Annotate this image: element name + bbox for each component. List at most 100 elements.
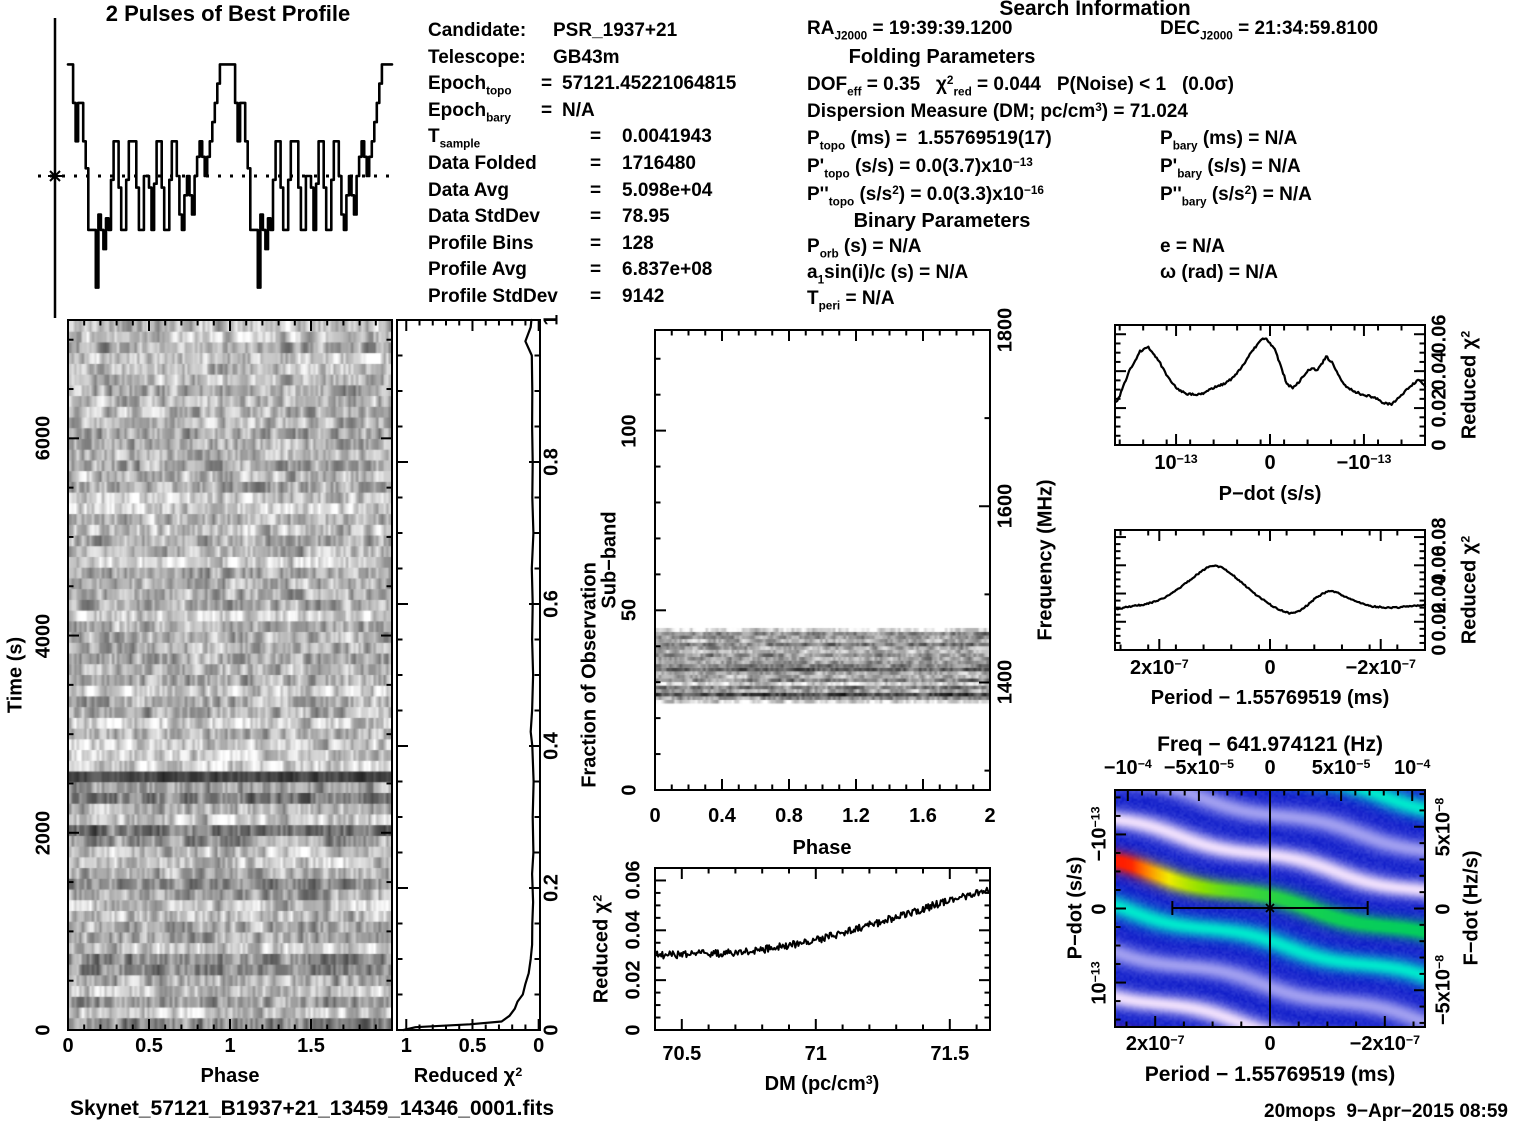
dm-chi2-tick-label: 0.06	[622, 860, 645, 900]
freq-tick-label: −10−4	[1103, 757, 1152, 780]
freq-tick-label: 10−4	[1393, 757, 1431, 780]
subband-phase-tick-label: 2	[984, 805, 996, 827]
fraction-axis-label: Fraction of Observation	[578, 562, 601, 788]
chi2-tick-label: 0.08	[1428, 517, 1451, 557]
chi2-tick-label: 0.02	[1428, 388, 1451, 428]
info-value: 57121.45221064815	[562, 73, 737, 95]
subband-phase-tick-label: 0.8	[775, 805, 803, 827]
offset-tick-label: 0	[1264, 452, 1276, 474]
info-label: Data Folded	[428, 153, 537, 174]
info-equals: =	[541, 99, 553, 121]
dm-chi2-axis-label: Reduced χ2	[590, 894, 613, 1004]
folding-parameters-header: Folding Parameters	[848, 46, 1036, 68]
chi2-axis-label: Reduced χ2	[1458, 535, 1481, 645]
frequency-tick-label: 1600	[994, 483, 1017, 529]
info-label: Profile Avg	[428, 259, 527, 281]
fraction-tick-label: 0.2	[540, 874, 563, 902]
chi2-tick-label: 0	[533, 1035, 545, 1057]
info-value: N/A	[562, 99, 595, 121]
fraction-tick-label: 0.4	[540, 732, 563, 760]
search-info-left: RAJ2000 = 19:39:39.1200	[807, 18, 1013, 43]
offset-axis-label: P−dot (s/s)	[1218, 483, 1322, 505]
time-tick-label: 2000	[32, 810, 55, 856]
subband-phase-axis-label: Phase	[792, 837, 852, 859]
chi2-axis-label: Reduced χ2	[1458, 330, 1481, 440]
phase-tick-label: 0.5	[135, 1035, 163, 1057]
offset-tick-label: 2x10−7	[1129, 657, 1189, 680]
frequency-axis-label: Frequency (MHz)	[1034, 479, 1057, 641]
search-info-right: P''bary (s/s2) = N/A	[1160, 184, 1312, 209]
freq-tick-label: 5x10−5	[1311, 757, 1371, 780]
phase-tick-label: 1	[224, 1035, 236, 1057]
info-value: 78.95	[622, 206, 670, 228]
info-value: 5.098e+04	[622, 179, 713, 201]
period-tick-label: 0	[1264, 1033, 1276, 1055]
credit-caption: 20mops 9−Apr−2015 08:59	[1264, 1101, 1508, 1122]
info-value: PSR_1937+21	[553, 20, 678, 41]
pdot-tick-label: 0	[1088, 902, 1111, 915]
info-value: GB43m	[553, 46, 620, 68]
time-tick-label: 0	[32, 1024, 55, 1036]
time-phase-heatmap-canvas	[69, 321, 391, 1029]
fraction-tick-label: 1	[540, 314, 563, 326]
fraction-tick-label: 0.6	[540, 590, 563, 618]
filename-caption: Skynet_57121_B1937+21_13459_14346_0001.f…	[70, 1097, 555, 1120]
chi2-tick-label: 0.06	[1428, 314, 1451, 354]
dm-axis-label: DM (pc/cm3)	[764, 1073, 880, 1096]
chi2-tick-label: 1	[400, 1035, 412, 1057]
info-label: Telescope:	[428, 46, 526, 68]
info-equals: =	[541, 73, 553, 95]
pdot-axis-label: P−dot (s/s)	[1064, 856, 1087, 960]
frequency-tick-label: 1800	[994, 307, 1017, 353]
info-value: 1716480	[622, 153, 696, 174]
chi2-axis-label: Reduced χ2	[413, 1065, 523, 1088]
time-tick-label: 4000	[32, 613, 55, 658]
subband-tick-label: 50	[618, 599, 641, 622]
info-label: Tsample	[428, 126, 481, 151]
fdot-axis-label: F−dot (Hz/s)	[1460, 850, 1483, 966]
chi2-tick-label: 0	[1428, 644, 1451, 656]
info-equals: =	[590, 286, 602, 307]
offset-tick-label: 0	[1264, 657, 1276, 679]
fdot-tick-label: 0	[1432, 902, 1455, 915]
info-equals: =	[590, 126, 602, 148]
dm-chi2-tick-label: 0.02	[622, 960, 645, 1000]
info-value: 6.837e+08	[622, 259, 713, 281]
info-value: 9142	[622, 286, 665, 307]
search-info-right: e = N/A	[1160, 236, 1225, 257]
dm-chi2-tick-label: 0.04	[622, 910, 645, 950]
info-equals: =	[590, 232, 602, 254]
chi2-tick-label: 0.5	[458, 1035, 487, 1057]
offset-tick-label: −10−13	[1336, 452, 1392, 475]
search-info-left: DOFeff = 0.35 χ2red = 0.044 P(Noise) < 1…	[807, 74, 1235, 99]
freq-tick-label: 0	[1264, 757, 1276, 779]
info-label: Data StdDev	[428, 206, 540, 228]
search-info-left: P''topo (s/s2) = 0.0(3.3)x10−16	[807, 184, 1044, 209]
search-info-left: Ptopo (ms) = 1.55769519(17)	[807, 128, 1052, 153]
profile-panel-title: 2 Pulses of Best Profile	[105, 1, 351, 26]
fraction-tick-label: 0	[540, 1024, 563, 1036]
subband-axis-label: Sub−band	[598, 511, 621, 609]
freq-tick-label: −5x10−5	[1163, 757, 1235, 780]
subband-phase-tick-label: 0	[649, 805, 661, 827]
period-tick-label: 2x10−7	[1125, 1033, 1185, 1056]
offset-tick-label: −2x10−7	[1345, 657, 1416, 680]
subband-phase-tick-label: 0.4	[708, 805, 736, 827]
period-tick-label: −2x10−7	[1349, 1033, 1420, 1056]
info-equals: =	[590, 179, 602, 201]
info-label: Data Avg	[428, 179, 509, 201]
subband-phase-heatmap-canvas	[656, 331, 989, 789]
phase-tick-label: 0	[62, 1035, 74, 1057]
info-value: 0.0041943	[622, 126, 712, 148]
info-equals: =	[590, 153, 602, 174]
binary-parameters-header: Binary Parameters	[853, 210, 1031, 232]
offset-axis-label: Period − 1.55769519 (ms)	[1150, 687, 1390, 709]
info-label: Profile StdDev	[428, 286, 558, 307]
search-info-right: ω (rad) = N/A	[1160, 262, 1278, 283]
info-equals: =	[590, 206, 602, 228]
dm-tick-label: 71.5	[930, 1043, 970, 1065]
info-equals: =	[590, 259, 602, 281]
info-value: 128	[622, 232, 654, 254]
freq-offset-title: Freq − 641.974121 (Hz)	[1157, 733, 1383, 756]
